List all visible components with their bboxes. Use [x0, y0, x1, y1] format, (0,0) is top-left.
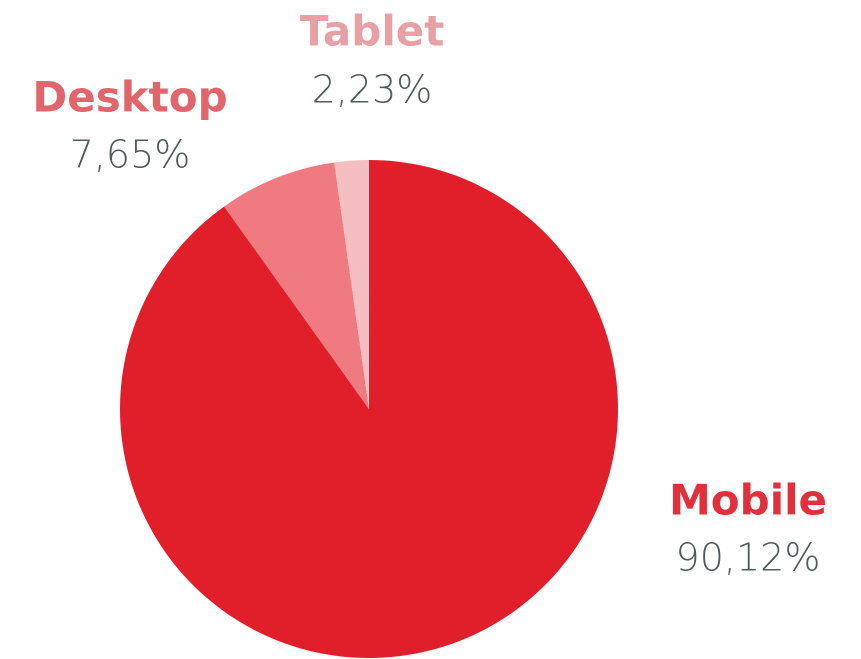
- slice-label: Mobile: [669, 476, 827, 525]
- slice-value: 90,12%: [676, 536, 821, 580]
- slice-label: Desktop: [32, 73, 227, 122]
- slice-value: 7,65%: [70, 133, 191, 177]
- slice-label: Tablet: [300, 7, 445, 56]
- pie-slice: [334, 160, 369, 409]
- pie-slice: [119, 160, 618, 658]
- pie-slice: [224, 162, 369, 409]
- slice-value: 2,23%: [312, 68, 433, 112]
